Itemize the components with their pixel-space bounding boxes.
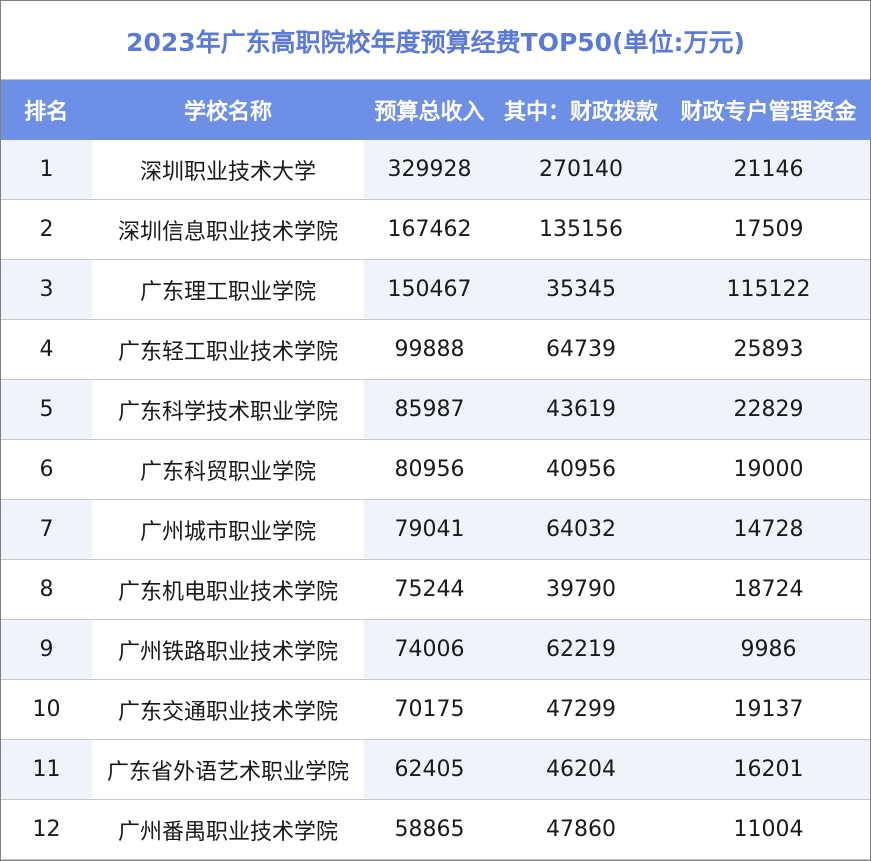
school-name-cell: 广东科贸职业学院	[92, 439, 364, 500]
rank-cell: 1	[1, 140, 92, 200]
special-account-cell: 115122	[667, 259, 870, 320]
table-row: 2 深圳信息职业技术学院 167462 135156 17509	[1, 199, 870, 260]
school-name-cell: 深圳信息职业技术学院	[92, 199, 364, 260]
rank-cell: 7	[1, 499, 92, 560]
special-account-cell: 25893	[667, 319, 870, 380]
total-income-cell: 99888	[364, 319, 495, 380]
table-row: 3 广东理工职业学院 150467 35345 115122	[1, 259, 870, 320]
table-row: 6 广东科贸职业学院 80956 40956 19000	[1, 439, 870, 500]
rank-cell: 9	[1, 619, 92, 680]
special-account-cell: 19137	[667, 679, 870, 740]
school-name-cell: 广东科学技术职业学院	[92, 379, 364, 440]
fiscal-appropriation-cell: 64032	[495, 499, 667, 560]
school-name-cell: 广东机电职业技术学院	[92, 559, 364, 620]
header-fiscal-appropriation: 其中：财政拨款	[495, 80, 668, 140]
school-name-cell: 广州番禺职业技术学院	[92, 799, 364, 860]
fiscal-appropriation-cell: 62219	[495, 619, 667, 680]
special-account-cell: 19000	[667, 439, 870, 500]
fiscal-appropriation-cell: 35345	[495, 259, 667, 320]
table-row: 7 广州城市职业学院 79041 64032 14728	[1, 499, 870, 560]
special-account-cell: 22829	[667, 379, 870, 440]
header-special-account-funds: 财政专户管理资金	[667, 80, 871, 140]
table-row: 10 广东交通职业技术学院 70175 47299 19137	[1, 679, 870, 740]
total-income-cell: 329928	[364, 140, 495, 200]
rank-cell: 5	[1, 379, 92, 440]
total-income-cell: 167462	[364, 199, 495, 260]
fiscal-appropriation-cell: 135156	[495, 199, 667, 260]
total-income-cell: 79041	[364, 499, 495, 560]
fiscal-appropriation-cell: 46204	[495, 739, 667, 800]
total-income-cell: 150467	[364, 259, 495, 320]
table-body: 1 深圳职业技术大学 329928 270140 21146 2 深圳信息职业技术学院 167…	[1, 140, 870, 860]
total-income-cell: 70175	[364, 679, 495, 740]
school-name-cell: 广东交通职业技术学院	[92, 679, 364, 740]
rank-cell: 4	[1, 319, 92, 380]
rank-cell: 10	[1, 679, 92, 740]
special-account-cell: 18724	[667, 559, 870, 620]
fiscal-appropriation-cell: 43619	[495, 379, 667, 440]
school-name-cell: 深圳职业技术大学	[92, 140, 364, 200]
fiscal-appropriation-cell: 40956	[495, 439, 667, 500]
total-income-cell: 58865	[364, 799, 495, 860]
total-income-cell: 80956	[364, 439, 495, 500]
school-name-cell: 广东省外语艺术职业学院	[92, 739, 364, 800]
special-account-cell: 11004	[667, 799, 870, 860]
table-row: 1 深圳职业技术大学 329928 270140 21146	[1, 140, 870, 200]
school-name-cell: 广东理工职业学院	[92, 259, 364, 320]
budget-table: 排名 学校名称 预算总收入 其中：财政拨款 财政专户管理资金 1 深圳职业技术大学…	[1, 80, 871, 860]
total-income-cell: 85987	[364, 379, 495, 440]
fiscal-appropriation-cell: 270140	[495, 140, 667, 200]
header-rank: 排名	[1, 80, 93, 140]
header-total-income: 预算总收入	[364, 80, 496, 140]
total-income-cell: 62405	[364, 739, 495, 800]
school-name-cell: 广州铁路职业技术学院	[92, 619, 364, 680]
total-income-cell: 74006	[364, 619, 495, 680]
table-row: 9 广州铁路职业技术学院 74006 62219 9986	[1, 619, 870, 680]
fiscal-appropriation-cell: 47860	[495, 799, 667, 860]
rank-cell: 12	[1, 799, 92, 860]
fiscal-appropriation-cell: 47299	[495, 679, 667, 740]
page-title: 2023年广东高职院校年度预算经费TOP50(单位:万元)	[1, 1, 870, 80]
rank-cell: 2	[1, 199, 92, 260]
fiscal-appropriation-cell: 39790	[495, 559, 667, 620]
school-name-cell: 广州城市职业学院	[92, 499, 364, 560]
special-account-cell: 17509	[667, 199, 870, 260]
table-row: 8 广东机电职业技术学院 75244 39790 18724	[1, 559, 870, 620]
special-account-cell: 16201	[667, 739, 870, 800]
header-school-name: 学校名称	[92, 80, 365, 140]
rank-cell: 6	[1, 439, 92, 500]
table-row: 12 广州番禺职业技术学院 58865 47860 11004	[1, 799, 870, 860]
total-income-cell: 75244	[364, 559, 495, 620]
rank-cell: 8	[1, 559, 92, 620]
special-account-cell: 21146	[667, 140, 870, 200]
special-account-cell: 14728	[667, 499, 870, 560]
table-row: 11 广东省外语艺术职业学院 62405 46204 16201	[1, 739, 870, 800]
school-name-cell: 广东轻工职业技术学院	[92, 319, 364, 380]
table-row: 5 广东科学技术职业学院 85987 43619 22829	[1, 379, 870, 440]
table-header-row: 排名 学校名称 预算总收入 其中：财政拨款 财政专户管理资金	[1, 80, 871, 140]
fiscal-appropriation-cell: 64739	[495, 319, 667, 380]
rank-cell: 3	[1, 259, 92, 320]
rank-cell: 11	[1, 739, 92, 800]
special-account-cell: 9986	[667, 619, 870, 680]
table-row: 4 广东轻工职业技术学院 99888 64739 25893	[1, 319, 870, 380]
